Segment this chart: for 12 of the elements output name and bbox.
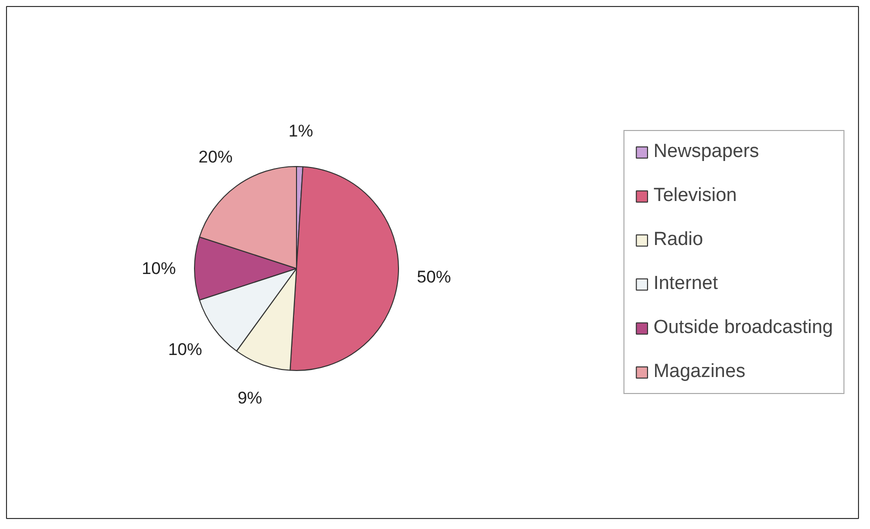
legend-label: Newspapers xyxy=(653,141,760,163)
data-label: 1% xyxy=(288,121,314,140)
data-label: 10% xyxy=(142,259,176,278)
legend-label: Magazines xyxy=(653,361,746,383)
legend-label: Outside broadcasting xyxy=(653,317,833,339)
legend-label: Radio xyxy=(653,229,704,251)
data-label: 20% xyxy=(198,148,233,167)
legend-label: Television xyxy=(653,185,737,207)
data-label: 9% xyxy=(238,388,262,408)
data-label: 50% xyxy=(416,268,451,287)
legend-label: Internet xyxy=(653,273,718,295)
data-label: 10% xyxy=(168,340,202,359)
